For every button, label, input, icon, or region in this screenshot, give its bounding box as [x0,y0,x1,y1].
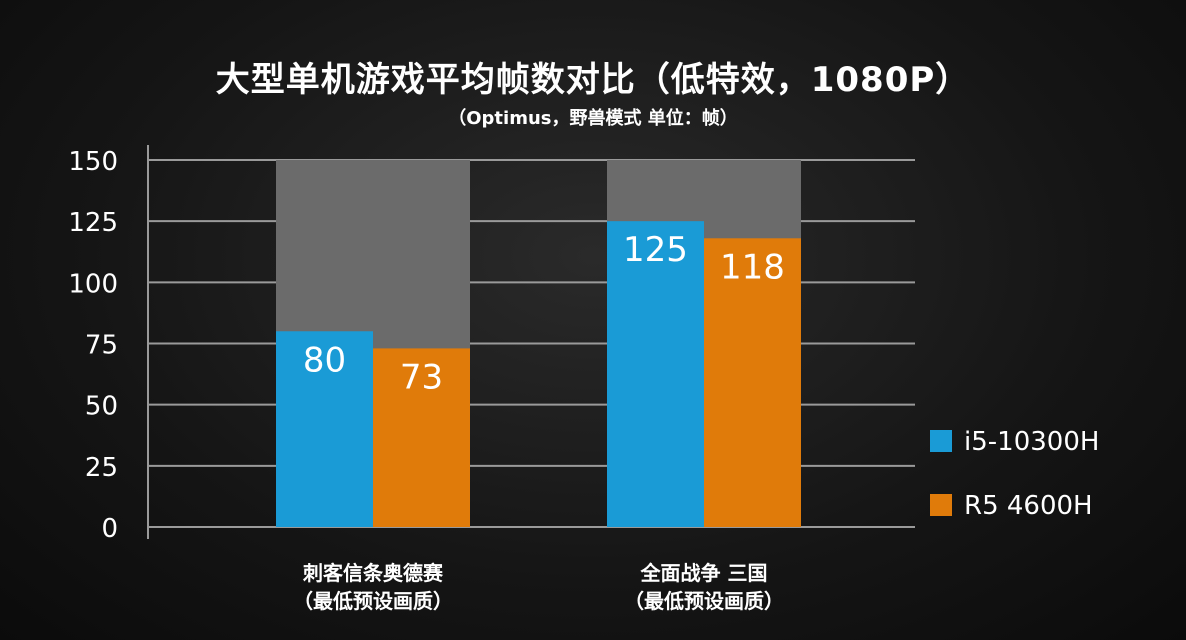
data-label: 73 [400,357,443,397]
y-tick-label: 25 [85,453,118,483]
legend-swatch [930,494,952,516]
x-tick-label: （最低预设画质） [624,589,784,613]
x-tick-label: 全面战争 三国 [640,561,768,585]
y-tick-label: 75 [85,331,118,361]
y-tick-label: 100 [68,269,118,299]
bar [276,331,373,527]
x-tick-label: （最低预设画质） [293,589,453,613]
y-tick-label: 125 [68,208,118,238]
y-tick-label: 0 [101,514,118,544]
y-tick-label: 150 [68,147,118,177]
data-label: 125 [623,230,688,270]
chart-subtitle: （Optimus，野兽模式 单位：帧） [448,108,738,129]
bar [373,348,470,527]
legend-swatch [930,430,952,452]
y-tick-label: 50 [85,392,118,422]
x-tick-label: 刺客信条奥德赛 [303,561,444,585]
bar [607,221,704,527]
chart-title: 大型单机游戏平均帧数对比（低特效，1080P） [215,60,971,100]
bar [704,238,801,527]
data-label: 80 [303,340,346,380]
legend-label: R5 4600H [964,491,1093,521]
legend-label: i5-10300H [964,427,1099,457]
data-label: 118 [720,247,785,287]
